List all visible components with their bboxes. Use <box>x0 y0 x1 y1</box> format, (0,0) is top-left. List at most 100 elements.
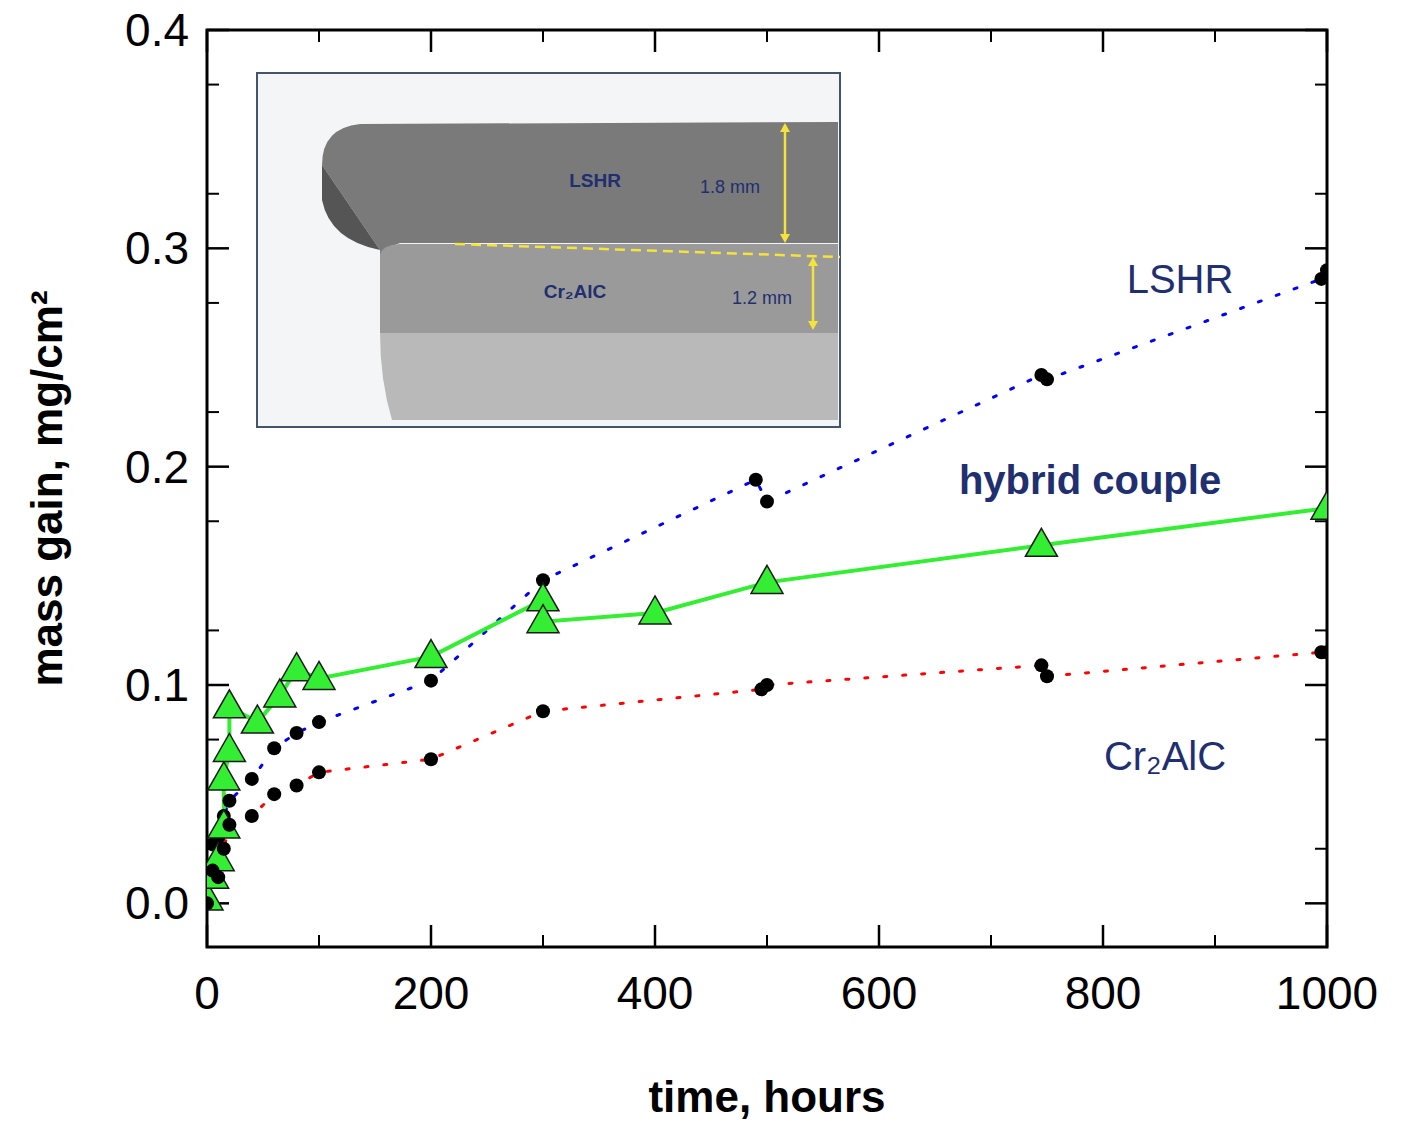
data-point <box>415 640 447 668</box>
x-minor-tick <box>990 935 992 947</box>
inset-arrowhead <box>780 234 790 243</box>
data-point <box>1025 528 1057 556</box>
x-tick-top <box>878 30 881 52</box>
data-point <box>760 678 774 692</box>
data-point <box>424 674 438 688</box>
chart: LSHR 1.8 mm Cr₂AlC 1.2 mm 0 200 400 600 800 1000 0… <box>0 0 1403 1128</box>
x-minor-tick <box>318 935 320 947</box>
y-minor-tick <box>1315 193 1327 195</box>
x-tick-label: 800 <box>1065 967 1142 1019</box>
x-tick-label: 400 <box>617 967 694 1019</box>
x-tick <box>206 925 209 947</box>
inset-label: 1.2 mm <box>732 288 792 308</box>
data-point <box>424 752 438 766</box>
data-point <box>751 565 783 593</box>
data-point <box>241 705 273 733</box>
data-point <box>222 794 236 808</box>
plot-frame <box>207 30 1327 947</box>
y-minor-tick <box>207 84 219 86</box>
y-tick-label: 0.4 <box>125 4 189 56</box>
inset-arrowhead <box>808 321 818 330</box>
x-minor-tick <box>766 935 768 947</box>
data-point <box>749 473 763 487</box>
data-point <box>222 818 236 832</box>
x-tick-label: 0 <box>194 967 220 1019</box>
x-minor-tick <box>1214 935 1216 947</box>
x-tick-top <box>654 30 657 52</box>
inset-edge <box>322 165 380 250</box>
y-tick-right <box>1305 465 1327 468</box>
y-minor-tick <box>207 302 219 304</box>
x-tick <box>878 925 881 947</box>
data-point <box>536 704 550 718</box>
series-label: Cr₂AlC <box>1104 734 1226 778</box>
y-axis-title: mass gain, mg/cm² <box>22 290 71 686</box>
y-tick-right <box>1305 247 1327 250</box>
inset-lower-layer <box>380 244 838 333</box>
inset-base <box>380 333 838 420</box>
y-tick-right <box>1305 684 1327 687</box>
x-tick-top <box>1326 30 1329 52</box>
data-point <box>245 772 259 786</box>
data-point <box>1040 372 1054 386</box>
inset-label: 1.8 mm <box>700 177 760 197</box>
x-tick <box>1102 925 1105 947</box>
data-point <box>290 726 304 740</box>
x-minor-tick <box>318 30 320 42</box>
data-point <box>639 596 671 624</box>
y-minor-tick <box>207 193 219 195</box>
inset-arrow <box>812 263 815 324</box>
y-minor-tick <box>207 629 219 631</box>
x-minor-tick <box>542 935 544 947</box>
y-minor-tick <box>1315 520 1327 522</box>
y-minor-tick <box>1315 848 1327 850</box>
y-minor-tick <box>1315 84 1327 86</box>
y-minor-tick <box>207 520 219 522</box>
data-point <box>213 734 245 762</box>
y-tick-label: 0.0 <box>125 877 189 929</box>
data-point <box>1040 669 1054 683</box>
y-minor-tick <box>1315 302 1327 304</box>
data-point <box>207 896 214 910</box>
markers <box>207 263 1327 910</box>
data-point <box>208 810 240 838</box>
x-tick-top <box>430 30 433 52</box>
y-tick-label: 0.1 <box>125 659 189 711</box>
x-minor-tick <box>990 30 992 42</box>
x-tick-label: 200 <box>393 967 470 1019</box>
x-tick <box>1326 925 1329 947</box>
y-tick <box>207 247 229 250</box>
x-tick-label: 1000 <box>1276 967 1378 1019</box>
y-minor-tick <box>207 739 219 741</box>
data-point <box>213 690 245 718</box>
series-label: LSHR <box>1127 257 1234 301</box>
data-point <box>312 765 326 779</box>
series-line <box>207 508 1327 899</box>
inset-arrow <box>784 129 787 237</box>
inset-arrowhead <box>780 123 790 132</box>
axes: 020040060080010000.00.10.20.30.4 <box>125 4 1378 1019</box>
data-point <box>290 778 304 792</box>
data-point <box>245 809 259 823</box>
x-tick-top <box>1102 30 1105 52</box>
x-tick-label: 600 <box>841 967 918 1019</box>
y-minor-tick <box>1315 411 1327 413</box>
y-minor-tick <box>1315 629 1327 631</box>
inset-label: Cr₂AlC <box>544 281 607 302</box>
inset-frame <box>257 73 840 427</box>
x-tick <box>430 925 433 947</box>
data-point <box>208 762 240 790</box>
inset: LSHR1.8 mmCr₂AlC1.2 mm <box>257 73 840 427</box>
y-tick-label: 0.3 <box>125 222 189 274</box>
data-point <box>1320 645 1327 659</box>
data-point <box>527 605 559 633</box>
series-label: hybrid couple <box>959 458 1221 502</box>
y-minor-tick <box>207 411 219 413</box>
y-tick-right <box>1305 902 1327 905</box>
data-point <box>267 741 281 755</box>
y-tick <box>207 465 229 468</box>
y-tick <box>207 29 229 32</box>
x-axis-title: time, hours <box>648 1072 885 1121</box>
lines <box>207 270 1327 903</box>
series-line <box>207 270 1327 903</box>
